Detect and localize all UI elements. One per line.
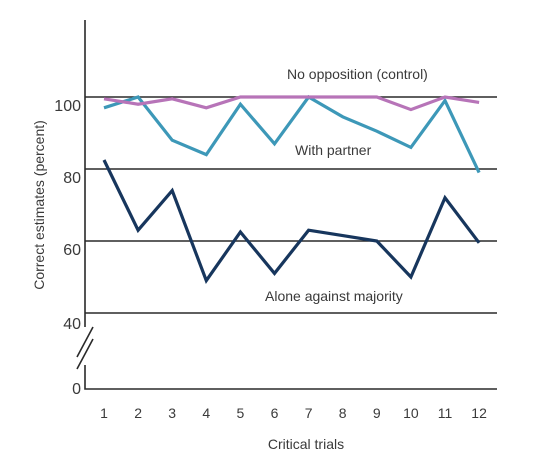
gridlines <box>85 96 497 314</box>
x-axis-label: Critical trials <box>268 436 344 452</box>
series-line-alone-against-majority <box>102 159 481 284</box>
x-tick-label-7: 7 <box>305 405 313 421</box>
series-annotations: No opposition (control) With partner Alone… <box>265 66 428 304</box>
series-label-alone-against-majority: Alone against majority <box>265 288 403 304</box>
series-line-no-opposition-control <box>103 95 480 112</box>
x-tick-label-5: 5 <box>237 405 245 421</box>
y-axis-line <box>76 20 497 390</box>
series-lines <box>102 94 481 284</box>
x-tick-label-2: 2 <box>134 405 142 421</box>
series-label-no-opposition-control: No opposition (control) <box>287 66 428 82</box>
x-tick-label-8: 8 <box>339 405 347 421</box>
x-tick-label-11: 11 <box>438 405 453 421</box>
y-axis-label: Correct estimates (percent) <box>31 120 47 290</box>
x-tick-label-6: 6 <box>271 405 279 421</box>
x-tick-label-10: 10 <box>403 405 419 421</box>
x-tick-label-3: 3 <box>168 405 176 421</box>
y-tick-label-40: 40 <box>63 316 81 333</box>
series-label-with-partner: With partner <box>295 142 372 158</box>
x-tick-label-12: 12 <box>471 405 487 421</box>
y-tick-labels: 0 40 60 80 100 <box>54 98 81 398</box>
series-line-with-partner <box>103 94 481 174</box>
x-tick-labels: 1 2 3 4 5 6 7 8 9 10 11 12 <box>100 405 487 421</box>
y-tick-label-80: 80 <box>63 170 81 187</box>
y-tick-label-100: 100 <box>54 98 81 115</box>
y-tick-label-60: 60 <box>63 242 81 259</box>
x-tick-label-4: 4 <box>202 405 210 421</box>
y-tick-label-0: 0 <box>72 381 81 398</box>
x-tick-label-9: 9 <box>373 405 381 421</box>
x-tick-label-1: 1 <box>100 405 108 421</box>
